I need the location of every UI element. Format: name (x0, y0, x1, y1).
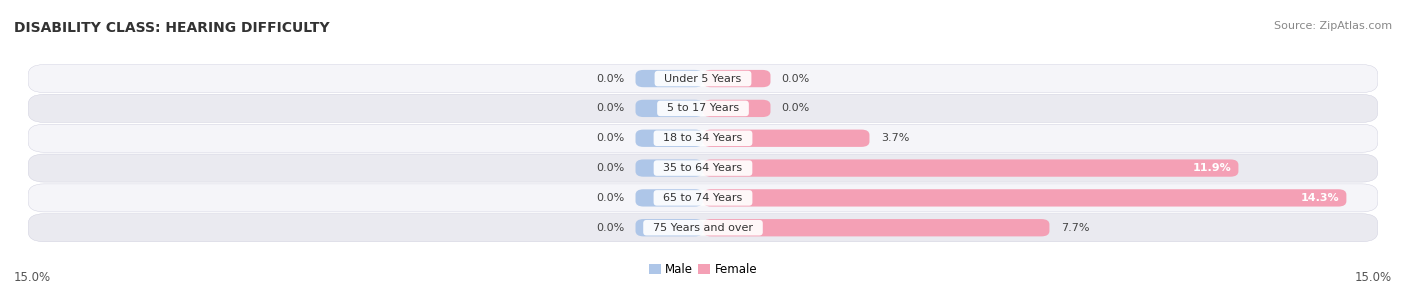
FancyBboxPatch shape (28, 94, 1378, 122)
FancyBboxPatch shape (703, 189, 1347, 206)
Text: 0.0%: 0.0% (596, 163, 624, 173)
FancyBboxPatch shape (28, 124, 1378, 152)
FancyBboxPatch shape (636, 219, 703, 236)
Text: 5 to 17 Years: 5 to 17 Years (659, 103, 747, 113)
Text: 0.0%: 0.0% (596, 103, 624, 113)
Text: 75 Years and over: 75 Years and over (645, 223, 761, 233)
Text: Under 5 Years: Under 5 Years (658, 74, 748, 84)
FancyBboxPatch shape (28, 154, 1378, 182)
Text: 0.0%: 0.0% (596, 223, 624, 233)
Text: 0.0%: 0.0% (596, 74, 624, 84)
FancyBboxPatch shape (28, 184, 1378, 212)
Text: 35 to 64 Years: 35 to 64 Years (657, 163, 749, 173)
Text: 7.7%: 7.7% (1060, 223, 1090, 233)
Text: 0.0%: 0.0% (596, 133, 624, 143)
FancyBboxPatch shape (703, 130, 869, 147)
Legend: Male, Female: Male, Female (644, 259, 762, 281)
FancyBboxPatch shape (636, 189, 703, 206)
FancyBboxPatch shape (703, 70, 770, 87)
Text: 18 to 34 Years: 18 to 34 Years (657, 133, 749, 143)
FancyBboxPatch shape (28, 65, 1378, 93)
FancyBboxPatch shape (636, 160, 703, 177)
Text: 65 to 74 Years: 65 to 74 Years (657, 193, 749, 203)
FancyBboxPatch shape (636, 100, 703, 117)
Text: 0.0%: 0.0% (782, 74, 810, 84)
Text: 14.3%: 14.3% (1301, 193, 1340, 203)
Text: 15.0%: 15.0% (14, 271, 51, 284)
FancyBboxPatch shape (703, 160, 1239, 177)
FancyBboxPatch shape (703, 219, 1049, 236)
Text: 0.0%: 0.0% (782, 103, 810, 113)
Text: 3.7%: 3.7% (880, 133, 910, 143)
Text: DISABILITY CLASS: HEARING DIFFICULTY: DISABILITY CLASS: HEARING DIFFICULTY (14, 21, 329, 35)
FancyBboxPatch shape (636, 70, 703, 87)
Text: Source: ZipAtlas.com: Source: ZipAtlas.com (1274, 21, 1392, 31)
Text: 11.9%: 11.9% (1192, 163, 1232, 173)
FancyBboxPatch shape (703, 100, 770, 117)
Text: 0.0%: 0.0% (596, 193, 624, 203)
FancyBboxPatch shape (636, 130, 703, 147)
Text: 15.0%: 15.0% (1355, 271, 1392, 284)
FancyBboxPatch shape (28, 214, 1378, 242)
